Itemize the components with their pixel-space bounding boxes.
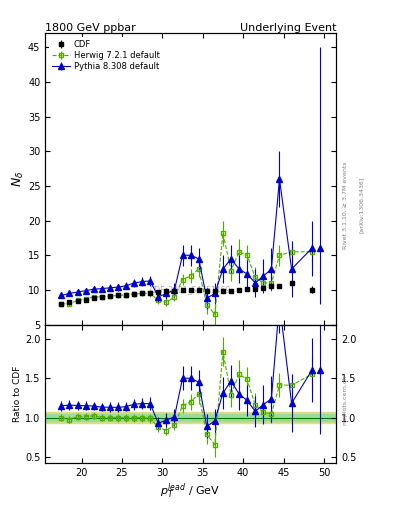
Y-axis label: $N_\delta$: $N_\delta$	[11, 171, 26, 187]
Text: 1800 GeV ppbar: 1800 GeV ppbar	[45, 23, 136, 32]
Text: Rivet 3.1.10, ≥ 3.7M events: Rivet 3.1.10, ≥ 3.7M events	[343, 161, 348, 249]
Text: Underlying Event: Underlying Event	[239, 23, 336, 32]
Text: mcplots.cern.ch: mcplots.cern.ch	[343, 374, 348, 424]
Y-axis label: Ratio to CDF: Ratio to CDF	[13, 366, 22, 422]
Legend: CDF, Herwig 7.2.1 default, Pythia 8.308 default: CDF, Herwig 7.2.1 default, Pythia 8.308 …	[50, 37, 162, 74]
Text: [arXiv:1306.3436]: [arXiv:1306.3436]	[358, 177, 364, 233]
Text: CDF_2001_S4751469: CDF_2001_S4751469	[150, 285, 231, 294]
X-axis label: $p_T^{lead}$ / GeV: $p_T^{lead}$ / GeV	[160, 481, 221, 501]
